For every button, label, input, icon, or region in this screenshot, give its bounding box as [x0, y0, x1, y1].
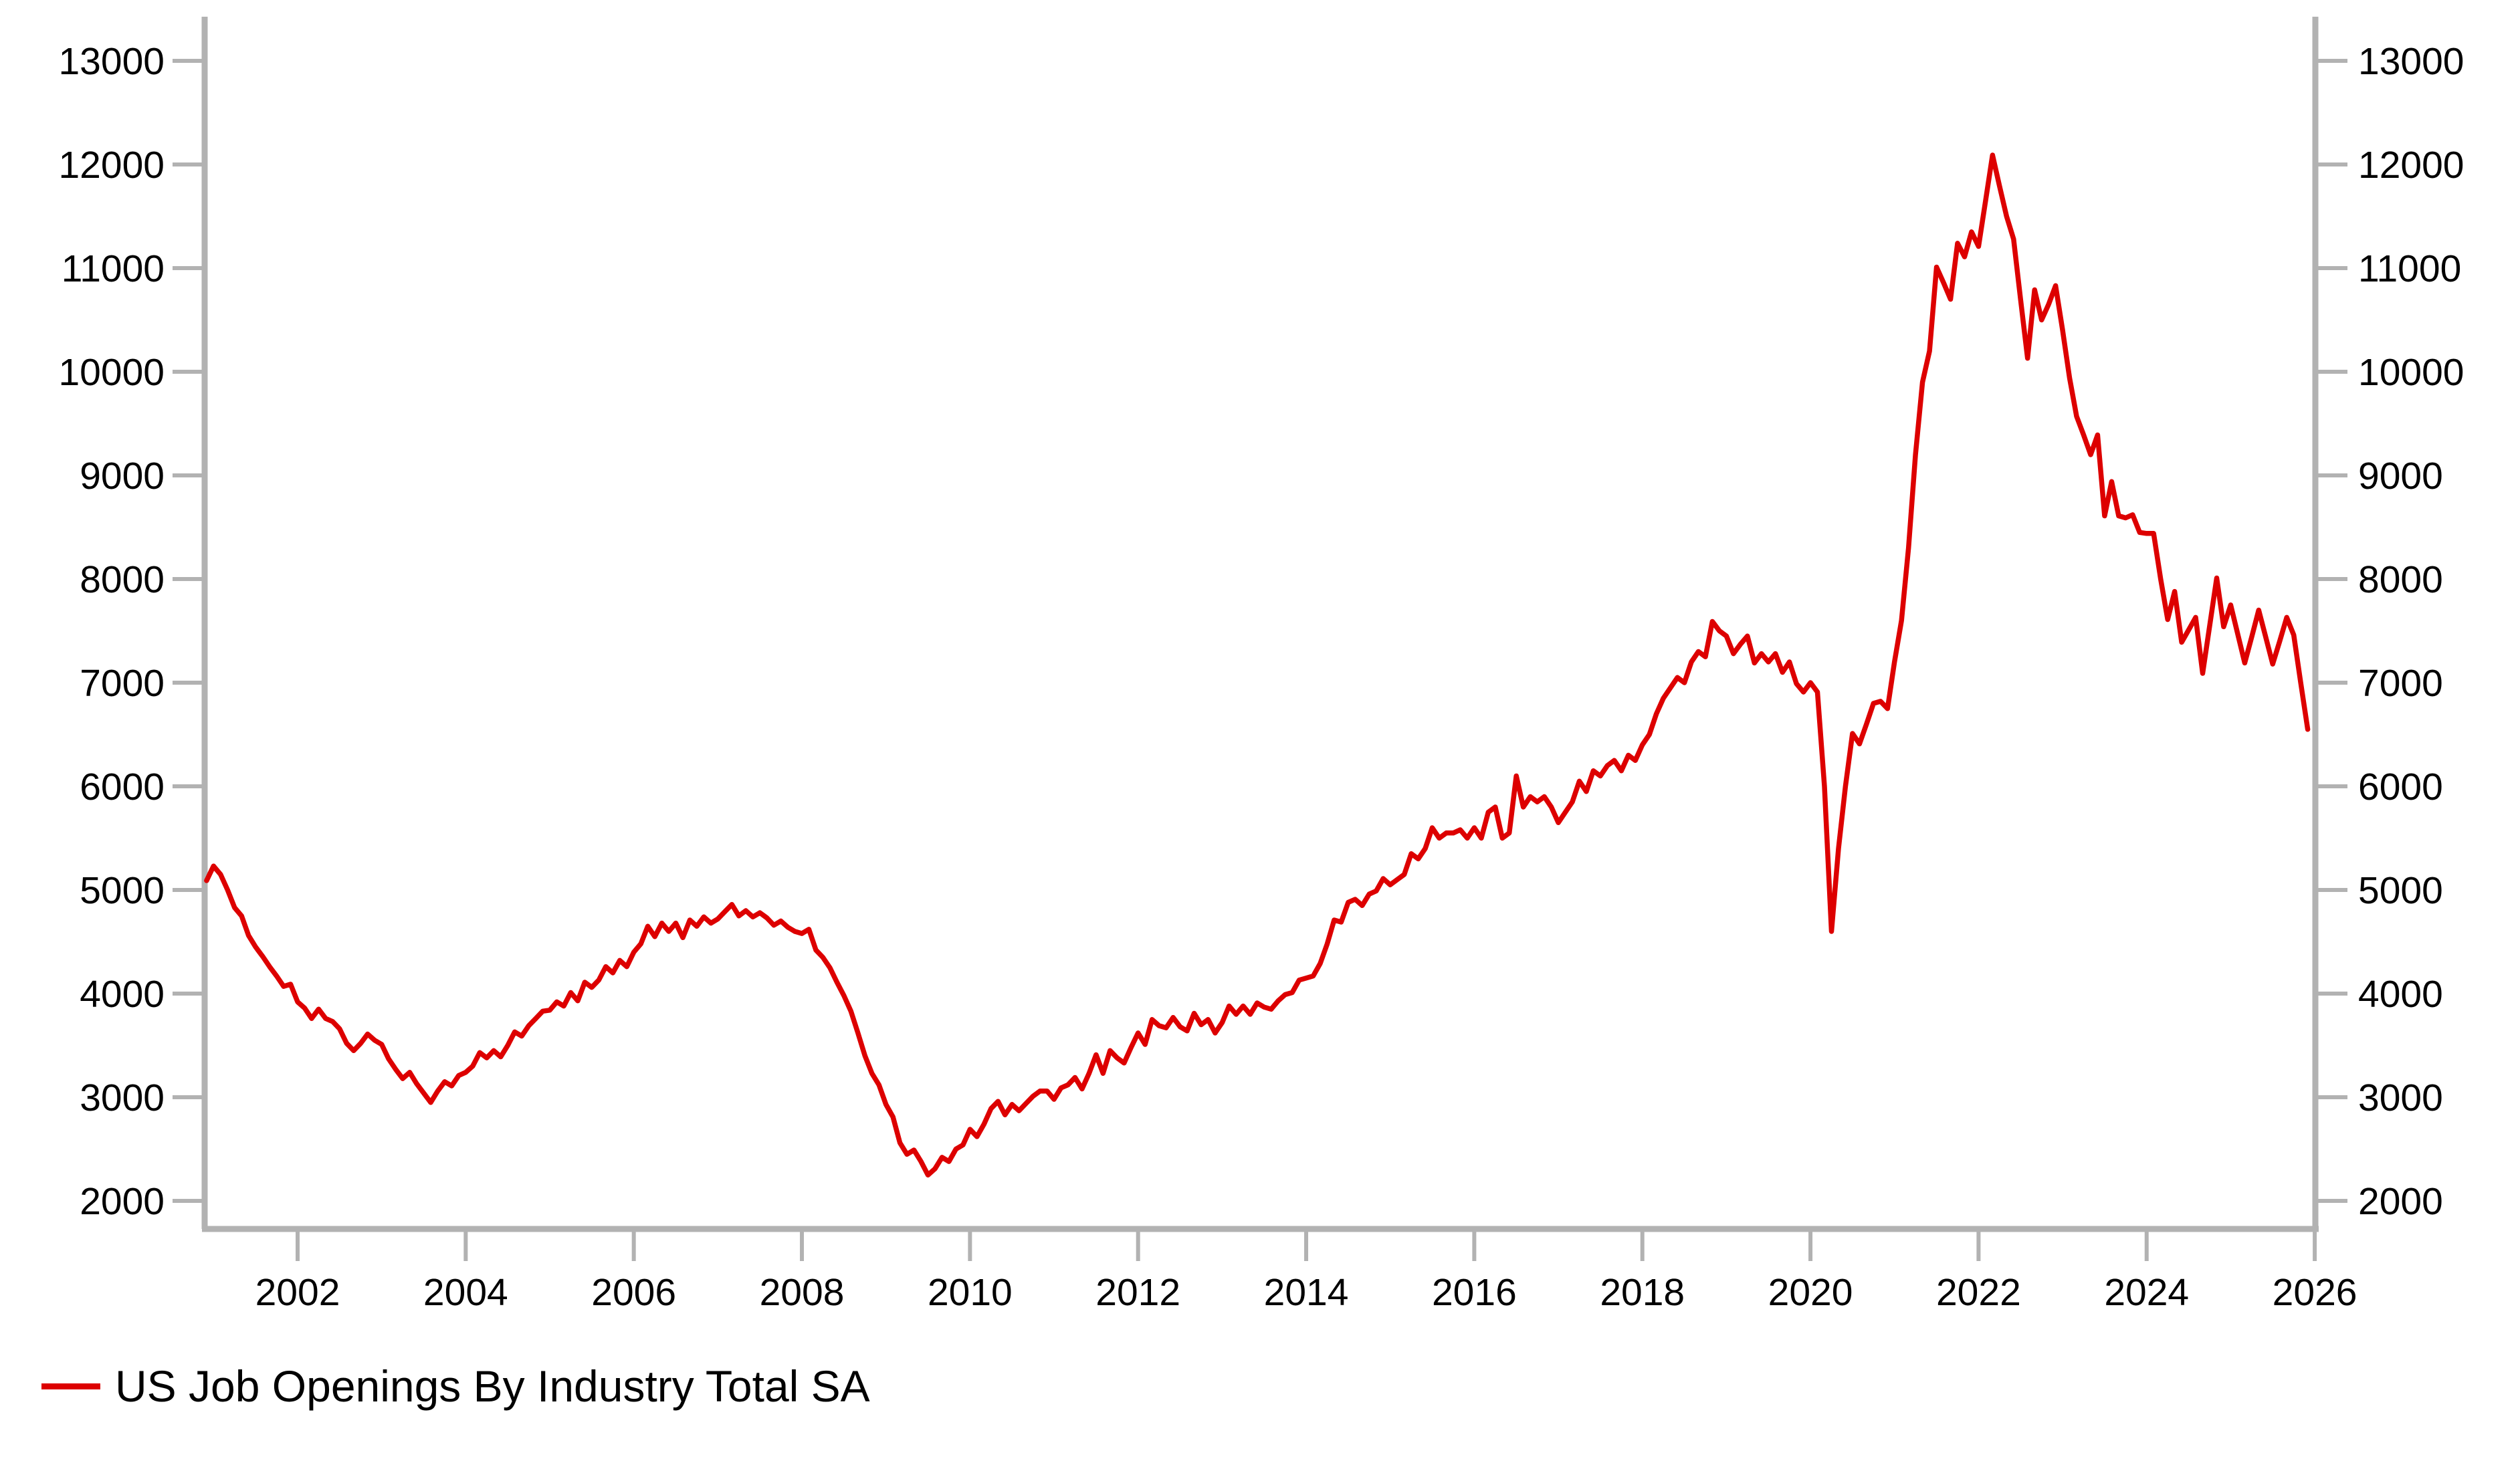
- y-axis-tick-label-left: 2000: [80, 1180, 165, 1223]
- y-axis-tick-label-left: 3000: [80, 1077, 165, 1119]
- x-axis-tick-label: 2006: [591, 1271, 676, 1314]
- x-axis-tick-label: 2002: [255, 1271, 340, 1314]
- legend-label: US Job Openings By Industry Total SA: [115, 1361, 870, 1411]
- y-axis-tick-label-right: 13000: [2358, 40, 2464, 83]
- x-axis-tick-label: 2010: [928, 1271, 1013, 1314]
- x-axis-tick-label: 2020: [1768, 1271, 1853, 1314]
- y-axis-tick-label-left: 10000: [58, 351, 165, 394]
- y-axis-tick-label-left: 9000: [80, 455, 165, 497]
- y-axis-tick-label-right: 4000: [2358, 973, 2443, 1016]
- x-axis-tick-label: 2024: [2104, 1271, 2189, 1314]
- x-axis-tick-label: 2014: [1264, 1271, 1349, 1314]
- y-axis-tick-label-left: 6000: [80, 766, 165, 808]
- x-axis-tick-label: 2016: [1432, 1271, 1517, 1314]
- y-axis-tick-label-right: 3000: [2358, 1077, 2443, 1119]
- y-axis-tick-label-right: 9000: [2358, 455, 2443, 497]
- y-axis-tick-label-left: 7000: [80, 662, 165, 705]
- y-axis-tick-label-right: 8000: [2358, 558, 2443, 601]
- x-axis-tick-label: 2022: [1936, 1271, 2021, 1314]
- y-axis-tick-label-left: 4000: [80, 973, 165, 1016]
- legend-line-swatch: [41, 1383, 100, 1389]
- y-axis-tick-label-right: 5000: [2358, 869, 2443, 912]
- y-axis-tick-label-left: 8000: [80, 558, 165, 601]
- y-axis-tick-label-right: 10000: [2358, 351, 2464, 394]
- series-line-us-job-openings: [204, 152, 2311, 1178]
- x-axis-tick-label: 2012: [1095, 1271, 1180, 1314]
- y-axis-tick-label-right: 2000: [2358, 1180, 2443, 1223]
- y-axis-tick-label-right: 6000: [2358, 766, 2443, 808]
- y-axis-tick-label-left: 5000: [80, 869, 165, 912]
- y-axis-tick-label-right: 7000: [2358, 662, 2443, 705]
- y-axis-tick-label-right: 12000: [2358, 144, 2464, 187]
- y-axis-tick-label-left: 13000: [58, 40, 165, 83]
- x-axis-tick-label: 2018: [1600, 1271, 1685, 1314]
- legend: US Job Openings By Industry Total SA: [41, 1361, 870, 1411]
- y-axis-tick-label-left: 12000: [58, 144, 165, 187]
- x-axis-tick-label: 2004: [423, 1271, 508, 1314]
- x-axis-tick-label: 2026: [2273, 1271, 2357, 1314]
- y-axis-tick-label-left: 11000: [62, 247, 165, 290]
- x-axis-tick-label: 2008: [760, 1271, 845, 1314]
- y-axis-tick-label-right: 11000: [2358, 247, 2461, 290]
